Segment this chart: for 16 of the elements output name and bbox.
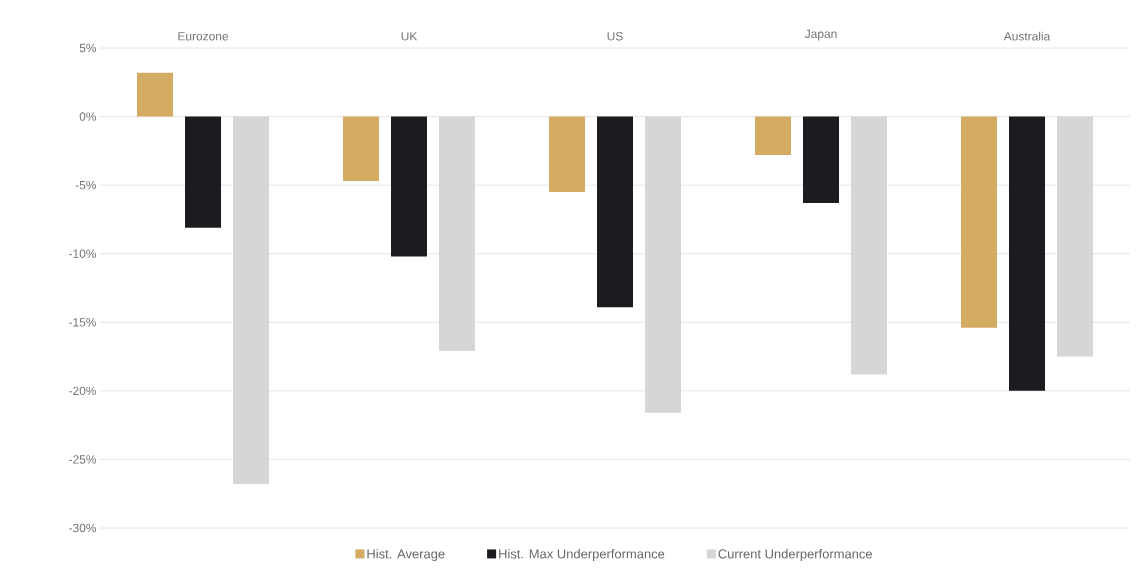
x-tick-label: Eurozone [178,32,229,41]
y-tick-label: -20% [69,386,97,396]
y-tick-label: -25% [69,455,97,464]
x-tick-label: Australia [1003,31,1051,41]
y-tick-label: 0% [79,112,97,121]
y-tick-label: -10% [69,249,97,258]
legend-label: Hist. Max Underperformance [499,548,665,562]
legend-label: Hist. Average [367,548,445,562]
x-tick-label: Japan [804,29,837,41]
x-tick-label: UK [401,32,418,41]
legend-label: Current Underperformance [718,548,872,562]
y-tick-label: -30% [69,523,97,533]
y-tick-label: -15% [69,318,97,327]
y-tick-label: 5% [79,43,97,53]
y-tick-label: -5% [75,180,97,190]
x-tick-label: US [607,32,623,41]
